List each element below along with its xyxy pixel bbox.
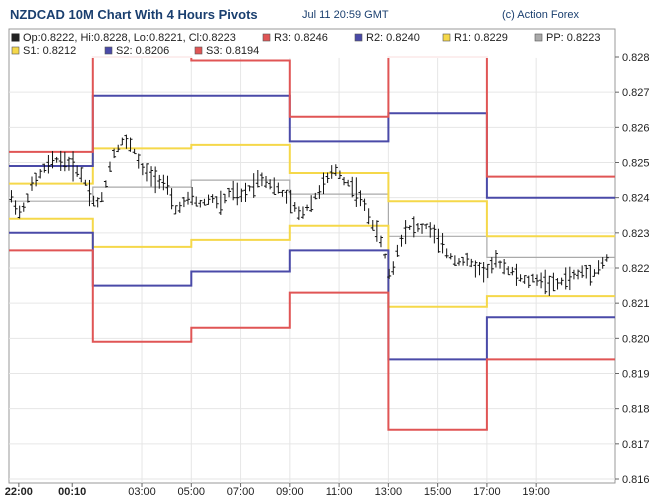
plot-area [8,28,616,484]
legend-label-pp: PP: 0.8223 [546,32,600,44]
y-tick-label: 0.821 [622,298,650,310]
legend-label-s1: S1: 0.8212 [23,45,76,57]
y-tick-label: 0.820 [622,333,650,345]
x-tick-label: 00:10 [58,486,86,498]
x-tick-label: 11:00 [326,486,353,498]
y-tick-label: 0.819 [622,369,650,381]
x-tick-label: 09:00 [276,486,304,498]
x-tick-label: 15:00 [424,486,452,498]
chart-credit: (c) Action Forex [502,9,580,21]
x-tick-label: 19:00 [522,486,550,498]
chart-title: NZDCAD 10M Chart With 4 Hours Pivots [10,7,258,22]
x-tick-label: 13:00 [375,486,403,498]
legend-swatch-r3 [262,33,271,42]
chart-timestamp: Jul 11 20:59 GMT [302,9,389,21]
y-tick-label: 0.822 [622,263,650,275]
price-bars [9,134,609,296]
x-axis: 22:00 00:10 03:00 05:00 07:00 09:00 11:00 13:00… [5,483,550,498]
y-tick-label: 0.823 [622,228,650,240]
legend-swatch-r2 [354,33,363,42]
legend-label-r3: R3: 0.8246 [274,32,328,44]
legend-swatch-s1 [11,46,20,55]
legend-swatch-s2 [104,46,113,55]
x-tick-label: 22:00 [5,486,33,498]
ohlc-swatch [11,33,20,42]
x-tick-label: 05:00 [178,486,206,498]
legend-label-r1: R1: 0.8229 [454,32,508,44]
y-tick-label: 0.826 [622,122,650,134]
y-tick-label: 0.827 [622,87,650,99]
y-tick-label: 0.817 [622,439,650,451]
legend-swatch-r1 [442,33,451,42]
y-tick-label: 0.828 [622,52,650,64]
legend-label-s3: S3: 0.8194 [206,45,259,57]
y-tick-label: 0.824 [622,193,650,205]
pivot-lines [9,56,615,431]
pivot-line-pp [9,179,615,258]
x-tick-label: 07:00 [227,486,255,498]
x-tick-label: 03:00 [128,486,156,498]
legend-swatch-pp [534,33,543,42]
legend-label-r2: R2: 0.8240 [366,32,420,44]
y-axis: 0.816 0.817 0.818 0.819 0.820 0.821 0.822 0.823… [615,52,650,486]
legend-swatch-s3 [194,46,203,55]
pivot-line-s3 [9,249,615,431]
pivot-line-r3 [9,56,615,178]
ohlc-legend-text: Op:0.8222, Hi:0.8228, Lo:0.8221, Cl:0.82… [23,32,236,44]
legend: Op:0.8222, Hi:0.8228, Lo:0.8221, Cl:0.82… [10,30,614,58]
x-tick-label: 17:00 [473,486,501,498]
y-tick-label: 0.825 [622,158,650,170]
y-tick-label: 0.816 [622,474,650,486]
y-tick-label: 0.818 [622,404,650,416]
legend-label-s2: S2: 0.8206 [116,45,169,57]
